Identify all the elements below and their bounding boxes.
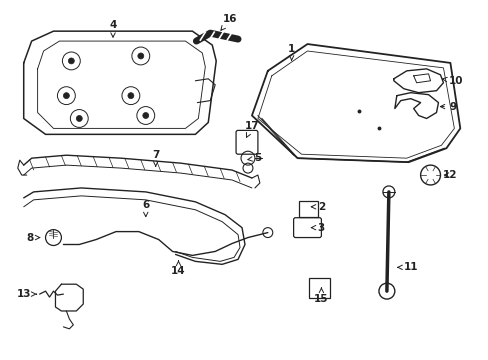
- Circle shape: [142, 113, 148, 118]
- Text: 8: 8: [26, 233, 40, 243]
- Text: 11: 11: [397, 262, 417, 272]
- Text: 14: 14: [171, 261, 185, 276]
- Text: 5: 5: [247, 153, 261, 163]
- Circle shape: [76, 116, 82, 121]
- Text: 1: 1: [287, 44, 295, 60]
- Text: 2: 2: [311, 202, 325, 212]
- Text: 3: 3: [311, 222, 325, 233]
- Text: 6: 6: [142, 200, 149, 217]
- Circle shape: [68, 58, 74, 64]
- Text: 4: 4: [109, 20, 117, 37]
- Text: 13: 13: [17, 289, 37, 299]
- Circle shape: [128, 93, 134, 99]
- Text: 12: 12: [442, 170, 457, 180]
- Text: 16: 16: [221, 14, 237, 30]
- Circle shape: [63, 93, 69, 99]
- Circle shape: [138, 53, 143, 59]
- Text: 17: 17: [244, 121, 259, 138]
- Text: 15: 15: [313, 288, 328, 304]
- Text: 10: 10: [442, 76, 463, 86]
- Text: 7: 7: [152, 150, 159, 166]
- Text: 9: 9: [440, 102, 456, 112]
